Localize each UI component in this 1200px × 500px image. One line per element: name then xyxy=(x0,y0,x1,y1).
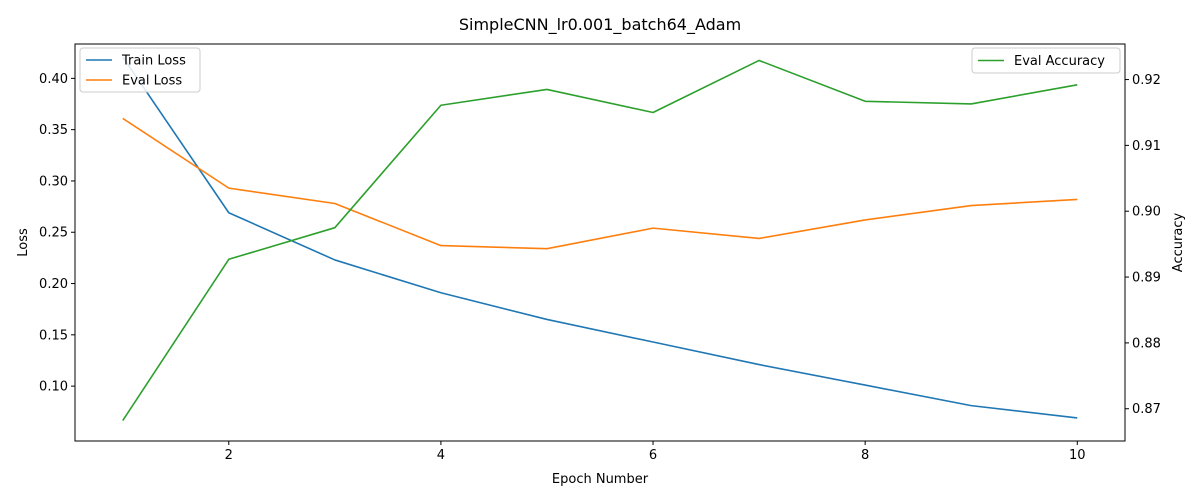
y-left-tick-label: 0.10 xyxy=(39,380,68,395)
plot-area-frame xyxy=(74,43,1126,442)
x-axis-label: Epoch Number xyxy=(552,472,649,487)
series-line-eval-accuracy xyxy=(122,59,1078,422)
y-left-tick-label: 0.35 xyxy=(39,123,68,138)
y-axis-left: 0.10 0.15 0.20 0.25 0.30 0.35 0.40 xyxy=(39,72,75,395)
y-left-tick-label: 0.40 xyxy=(39,72,68,87)
y-right-tick-label: 0.91 xyxy=(1132,139,1161,154)
y-right-tick-label: 0.89 xyxy=(1132,271,1161,286)
legend-loss: Train Loss Eval Loss xyxy=(79,47,201,93)
legend-loss-box xyxy=(79,47,201,93)
plot-lines xyxy=(122,56,1078,422)
y-left-tick-label: 0.25 xyxy=(39,226,68,241)
x-tick-label: 8 xyxy=(861,448,869,463)
x-tick-label: 6 xyxy=(649,448,657,463)
legend-label-eval-accuracy: Eval Accuracy xyxy=(1014,54,1105,69)
legend-accuracy-box xyxy=(971,47,1121,74)
x-tick-label: 2 xyxy=(225,448,233,463)
x-tick-label: 4 xyxy=(437,448,445,463)
series-line-train-loss xyxy=(122,56,1078,419)
x-axis: 2 4 6 8 10 xyxy=(225,441,1086,463)
series-line-eval-loss xyxy=(122,117,1078,250)
y-right-tick-label: 0.88 xyxy=(1132,336,1161,351)
y-right-tick-label: 0.90 xyxy=(1132,205,1161,220)
y-axis-right: 0.87 0.88 0.89 0.90 0.91 0.92 xyxy=(1125,73,1161,417)
legend-label-train-loss: Train Loss xyxy=(121,54,186,69)
y-axis-right-label: Accuracy xyxy=(1171,213,1186,273)
y-right-tick-label: 0.87 xyxy=(1132,402,1161,417)
x-tick-label: 10 xyxy=(1069,448,1086,463)
y-right-tick-label: 0.92 xyxy=(1132,73,1161,88)
legend-label-eval-loss: Eval Loss xyxy=(122,74,182,89)
chart-title: SimpleCNN_lr0.001_batch64_Adam xyxy=(459,15,741,35)
y-left-tick-label: 0.20 xyxy=(39,277,68,292)
legend-accuracy: Eval Accuracy xyxy=(971,47,1121,74)
y-axis-left-label: Loss xyxy=(16,228,31,257)
y-left-tick-label: 0.30 xyxy=(39,174,68,189)
y-left-tick-label: 0.15 xyxy=(39,328,68,343)
